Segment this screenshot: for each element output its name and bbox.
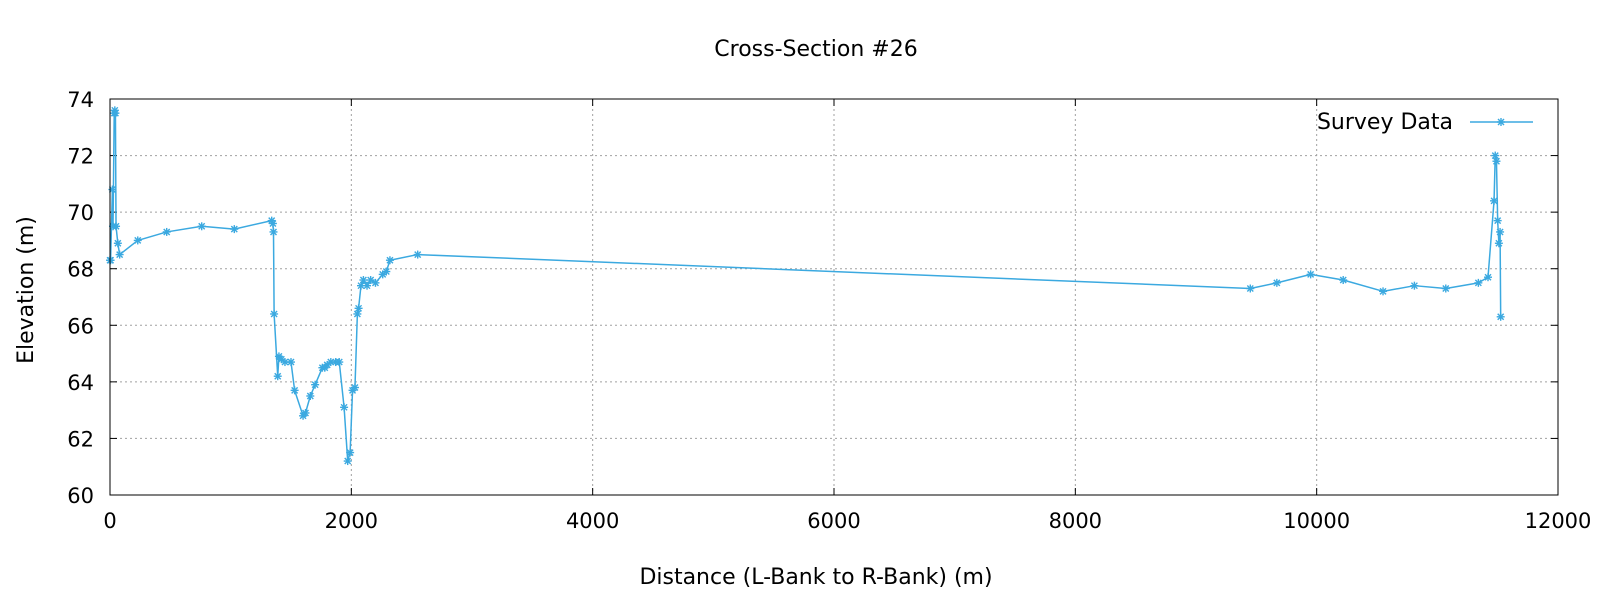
data-point <box>1490 196 1499 205</box>
data-point <box>359 276 368 285</box>
x-tick-label: 12000 <box>1525 509 1592 533</box>
x-tick-label: 8000 <box>1049 509 1102 533</box>
data-point <box>268 219 277 228</box>
y-tick-label: 70 <box>67 201 94 225</box>
data-point <box>301 408 310 417</box>
data-point <box>1494 239 1503 248</box>
data-point <box>371 278 380 287</box>
data-point <box>1306 270 1315 279</box>
data-point <box>280 358 289 367</box>
data-point <box>363 281 372 290</box>
data-point <box>273 372 282 381</box>
plot-frame <box>109 98 1559 496</box>
x-tick-label: 10000 <box>1283 509 1350 533</box>
data-point <box>290 386 299 395</box>
data-point <box>269 227 278 236</box>
data-point <box>346 448 355 457</box>
chart-title: Cross-Section #26 <box>714 37 917 62</box>
data-point <box>354 304 363 313</box>
y-tick-label: 64 <box>67 371 94 395</box>
data-point <box>1379 287 1388 296</box>
data-point <box>1272 278 1281 287</box>
x-tick-label: 4000 <box>566 509 619 533</box>
data-point <box>1246 284 1255 293</box>
data-point <box>353 309 362 318</box>
data-point <box>385 256 394 265</box>
y-tick-label: 74 <box>67 88 94 112</box>
data-point <box>340 403 349 412</box>
data-point <box>382 267 391 276</box>
y-tick-label: 72 <box>67 145 94 169</box>
series-layer <box>106 106 1505 466</box>
legend-marker <box>1497 118 1505 126</box>
data-point <box>1339 276 1348 285</box>
data-point <box>1492 157 1501 166</box>
series-line <box>109 109 1502 462</box>
y-tick-label: 66 <box>67 314 94 338</box>
data-point <box>311 380 320 389</box>
data-point <box>343 457 352 466</box>
x-tick-label: 2000 <box>325 509 378 533</box>
data-point <box>270 309 279 318</box>
y-tick-label: 62 <box>67 427 94 451</box>
grid-lines <box>110 99 1558 495</box>
data-point <box>113 239 122 248</box>
data-point <box>1496 312 1505 321</box>
data-point <box>111 109 120 118</box>
data-point <box>1496 227 1505 236</box>
data-point <box>112 222 121 231</box>
data-point <box>1493 216 1502 225</box>
data-point <box>1484 273 1493 282</box>
data-point <box>287 358 295 367</box>
data-point <box>115 250 124 259</box>
data-point <box>1410 281 1419 290</box>
data-point <box>1441 284 1450 293</box>
x-tick-label: 0 <box>103 509 116 533</box>
legend: Survey Data <box>1317 110 1533 135</box>
data-point <box>197 222 206 231</box>
data-point <box>413 250 422 259</box>
data-point <box>1474 278 1483 287</box>
data-point <box>230 225 239 234</box>
data-point <box>133 236 142 245</box>
y-tick-label: 60 <box>67 484 94 508</box>
data-point <box>335 358 344 367</box>
data-point <box>106 256 115 265</box>
y-axis-label: Elevation (m) <box>14 216 39 364</box>
data-point <box>1491 151 1500 160</box>
data-point <box>306 392 315 400</box>
data-point <box>162 227 171 236</box>
x-tick-label: 6000 <box>807 509 860 533</box>
data-point <box>350 383 359 392</box>
legend-label: Survey Data <box>1317 110 1453 135</box>
axis-ticks: 0 2000 4000 6000 8000 10000 12000 60 62 64 66 68 70 7… <box>67 88 1591 533</box>
x-axis-label: Distance (L-Bank to R-Bank) (m) <box>639 565 992 590</box>
y-tick-label: 68 <box>67 258 94 282</box>
